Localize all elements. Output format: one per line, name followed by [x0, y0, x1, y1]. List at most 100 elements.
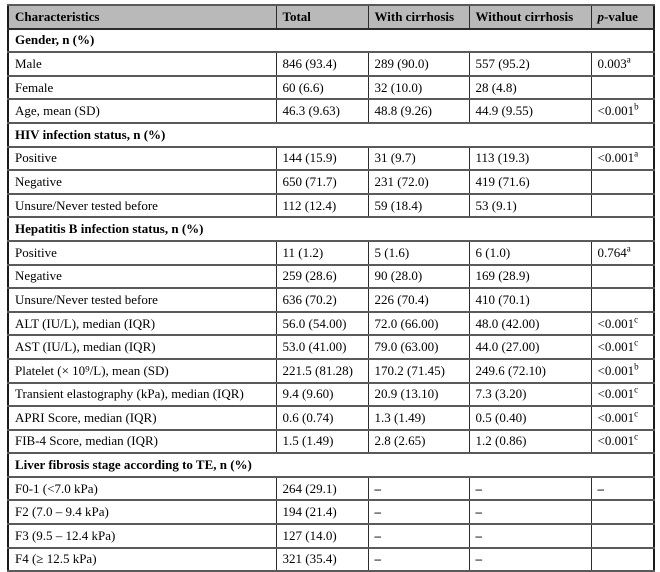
table-row: F2 (7.0 – 9.4 kPa) 194 (21.4) – – — [7, 499, 655, 526]
cell-p-value — [590, 263, 655, 290]
cell-without-cirrhosis: 410 (70.1) — [468, 287, 592, 313]
cell-without-cirrhosis: – — [468, 546, 592, 572]
table-row: Unsure/Never tested before 636 (70.2) 226 … — [7, 287, 655, 313]
cell-p-value: <0.001c — [590, 334, 655, 360]
cell-total: 144 (15.9) — [275, 145, 369, 172]
table-row: Positive 11 (1.2) 5 (1.6) 6 (1.0) 0.764a — [7, 239, 655, 266]
section-row: Liver fibrosis stage according to TE, n … — [7, 452, 655, 478]
cell-with-cirrhosis: – — [367, 475, 470, 502]
cell-characteristic: F2 (7.0 – 9.4 kPa) — [7, 499, 277, 526]
cell-with-cirrhosis: 32 (10.0) — [367, 74, 470, 101]
col-header-with-cirrhosis: With cirrhosis — [367, 4, 470, 30]
cell-with-cirrhosis: – — [367, 546, 470, 572]
cell-without-cirrhosis: 169 (28.9) — [468, 263, 592, 290]
table-row: Female 60 (6.6) 32 (10.0) 28 (4.8) — [7, 74, 655, 101]
cell-with-cirrhosis: 90 (28.0) — [367, 263, 470, 290]
cell-with-cirrhosis: 2.8 (2.65) — [367, 428, 470, 455]
cell-total: 0.6 (0.74) — [275, 405, 369, 431]
cell-with-cirrhosis: 1.3 (1.49) — [367, 405, 470, 431]
cell-without-cirrhosis: 249.6 (72.10) — [468, 357, 592, 384]
cell-without-cirrhosis: 7.3 (3.20) — [468, 381, 592, 408]
cell-with-cirrhosis: 79.0 (63.00) — [367, 334, 470, 360]
cell-total: 321 (35.4) — [275, 546, 369, 572]
table-header-row: Characteristics Total With cirrhosis Wit… — [7, 4, 655, 30]
cell-p-value: <0.001c — [590, 310, 655, 337]
cell-characteristic: F0-1 (<7.0 kPa) — [7, 475, 277, 502]
cell-total: 112 (12.4) — [275, 192, 369, 219]
cell-characteristic: F4 (≥ 12.5 kPa) — [7, 546, 277, 572]
characteristics-table: Characteristics Total With cirrhosis Wit… — [7, 4, 655, 572]
cell-with-cirrhosis: 72.0 (66.00) — [367, 310, 470, 337]
p-value-italic-p: p — [597, 8, 605, 24]
section-row: Hepatitis B infection status, n (%) — [7, 216, 655, 242]
cell-characteristic: Unsure/Never tested before — [7, 192, 277, 219]
cell-p-value: <0.001c — [590, 381, 655, 408]
p-value-superscript: a — [626, 243, 631, 254]
cell-with-cirrhosis: 59 (18.4) — [367, 192, 470, 219]
section-label: Hepatitis B infection status, n (%) — [7, 216, 655, 242]
cell-characteristic: ALT (IU/L), median (IQR) — [7, 310, 277, 337]
cell-with-cirrhosis: – — [367, 499, 470, 526]
col-header-p-value: p-value — [590, 4, 655, 30]
table-row: F0-1 (<7.0 kPa) 264 (29.1) – – – — [7, 475, 655, 502]
cell-characteristic: Female — [7, 74, 277, 101]
cell-characteristic: Unsure/Never tested before — [7, 287, 277, 313]
cell-total: 221.5 (81.28) — [275, 357, 369, 384]
cell-without-cirrhosis: 1.2 (0.86) — [468, 428, 592, 455]
cell-with-cirrhosis: 289 (90.0) — [367, 51, 470, 77]
cell-p-value: <0.001b — [590, 357, 655, 384]
cell-p-value: <0.001a — [590, 145, 655, 172]
p-value-superscript: a — [634, 149, 639, 160]
cell-characteristic: FIB-4 Score, median (IQR) — [7, 428, 277, 455]
cell-with-cirrhosis: 231 (72.0) — [367, 169, 470, 195]
cell-total: 53.0 (41.00) — [275, 334, 369, 360]
table-row: Positive 144 (15.9) 31 (9.7) 113 (19.3) <0.0… — [7, 145, 655, 172]
cell-total: 264 (29.1) — [275, 475, 369, 502]
col-header-total: Total — [275, 4, 369, 30]
cell-total: 56.0 (54.00) — [275, 310, 369, 337]
cell-characteristic: Positive — [7, 239, 277, 266]
cell-without-cirrhosis: 28 (4.8) — [468, 74, 592, 101]
cell-characteristic: Negative — [7, 169, 277, 195]
table-row: Platelet (× 10⁹/L), mean (SD) 221.5 (81.2… — [7, 357, 655, 384]
cell-p-value — [590, 523, 655, 549]
table-body: Gender, n (%) Male 846 (93.4) 289 (90.0) 557… — [7, 27, 655, 572]
p-value-rest: -value — [604, 8, 638, 24]
cell-characteristic: Negative — [7, 263, 277, 290]
table-row: FIB-4 Score, median (IQR) 1.5 (1.49) 2.8 (… — [7, 428, 655, 455]
p-value-superscript: c — [634, 408, 639, 419]
cell-characteristic: Age, mean (SD) — [7, 98, 277, 124]
p-value-superscript: b — [634, 361, 639, 372]
cell-without-cirrhosis: 0.5 (0.40) — [468, 405, 592, 431]
cell-characteristic: Transient elastography (kPa), median (IQ… — [7, 381, 277, 408]
p-value-superscript: b — [634, 101, 639, 112]
table-row: Unsure/Never tested before 112 (12.4) 59 (… — [7, 192, 655, 219]
cell-without-cirrhosis: 419 (71.6) — [468, 169, 592, 195]
table-row: Transient elastography (kPa), median (IQ… — [7, 381, 655, 408]
cell-with-cirrhosis: 20.9 (13.10) — [367, 381, 470, 408]
p-value-superscript: c — [634, 314, 639, 325]
table-row: Age, mean (SD) 46.3 (9.63) 48.8 (9.26) 44.9… — [7, 98, 655, 124]
table-row: AST (IU/L), median (IQR) 53.0 (41.00) 79.0… — [7, 334, 655, 360]
cell-p-value — [590, 287, 655, 313]
cell-total: 46.3 (9.63) — [275, 98, 369, 124]
table-row: ALT (IU/L), median (IQR) 56.0 (54.00) 72.0… — [7, 310, 655, 337]
p-value-superscript: c — [634, 432, 639, 443]
cell-p-value: 0.003a — [590, 51, 655, 77]
cell-without-cirrhosis: 44.9 (9.55) — [468, 98, 592, 124]
cell-characteristic: Positive — [7, 145, 277, 172]
cell-total: 259 (28.6) — [275, 263, 369, 290]
cell-total: 1.5 (1.49) — [275, 428, 369, 455]
p-value-superscript: c — [634, 337, 639, 348]
table-row: Negative 650 (71.7) 231 (72.0) 419 (71.6) — [7, 169, 655, 195]
cell-characteristic: APRI Score, median (IQR) — [7, 405, 277, 431]
col-header-without-cirrhosis: Without cirrhosis — [468, 4, 592, 30]
cell-total: 636 (70.2) — [275, 287, 369, 313]
cell-total: 127 (14.0) — [275, 523, 369, 549]
cell-p-value: – — [590, 475, 655, 502]
cell-p-value — [590, 546, 655, 572]
cell-p-value — [590, 169, 655, 195]
cell-p-value — [590, 499, 655, 526]
table-row: Negative 259 (28.6) 90 (28.0) 169 (28.9) — [7, 263, 655, 290]
cell-p-value: <0.001b — [590, 98, 655, 124]
